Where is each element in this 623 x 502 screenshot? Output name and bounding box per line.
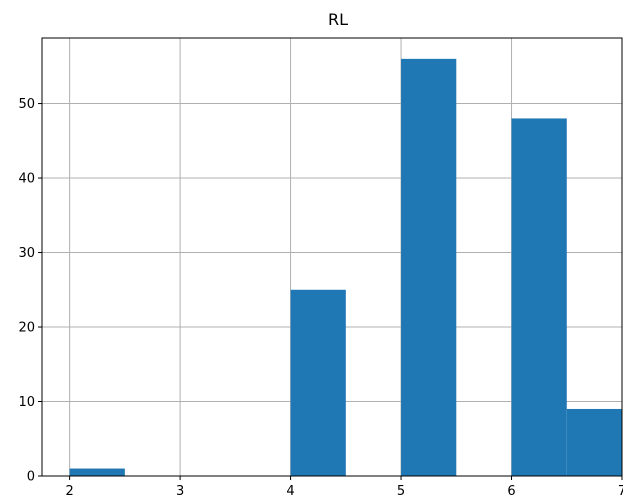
y-tick-label: 40: [18, 172, 35, 187]
histogram-bar: [401, 58, 457, 476]
histogram-bar: [511, 118, 567, 477]
x-tick-label: 2: [65, 484, 73, 499]
x-tick-label: 6: [507, 484, 515, 499]
histogram-bar: [69, 468, 125, 476]
y-tick-label: 10: [18, 395, 35, 410]
x-axis-ticks: 2 3 4 5 6 7: [65, 476, 623, 499]
x-tick-label: 7: [618, 484, 623, 499]
x-tick-label: 4: [286, 484, 294, 499]
plot-frame: [41, 37, 623, 477]
y-tick-label: 0: [27, 470, 35, 485]
y-tick-label: 50: [18, 97, 35, 112]
x-tick-label: 5: [397, 484, 405, 499]
histogram-bar: [290, 289, 346, 476]
histogram-bar: [566, 408, 622, 476]
chart-title: RL: [328, 10, 348, 29]
x-tick-label: 3: [176, 484, 184, 499]
bars: [69, 58, 622, 477]
y-tick-label: 20: [18, 321, 35, 336]
y-axis-ticks: 0 10 20 30 40 50: [18, 97, 42, 485]
y-tick-label: 30: [18, 246, 35, 261]
axes: [41, 37, 623, 477]
